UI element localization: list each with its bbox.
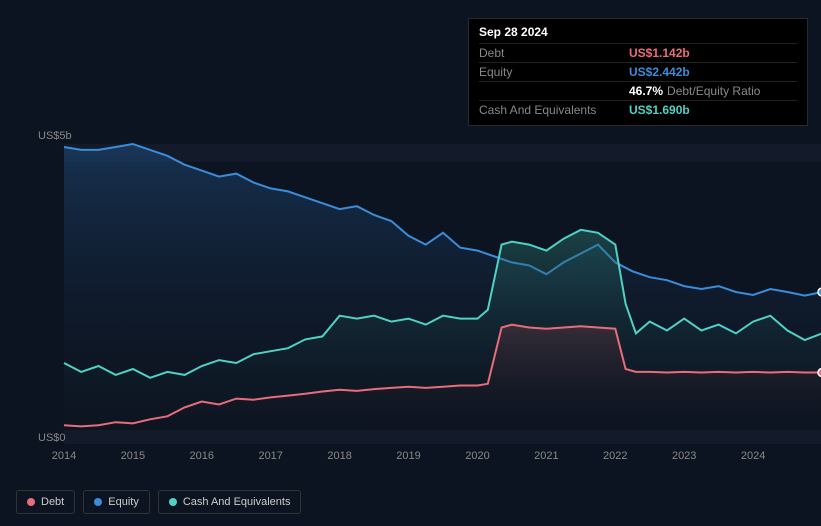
legend-label: Equity [108,496,139,508]
x-tick-label: 2024 [741,450,765,462]
legend-dot [27,498,35,506]
tooltip-value: US$2.442b [629,65,690,79]
tooltip-row: 46.7%Debt/Equity Ratio [479,81,797,100]
x-tick-label: 2021 [534,450,558,462]
tooltip-label: Cash And Equivalents [479,103,629,117]
legend-label: Cash And Equivalents [183,496,291,508]
x-tick-label: 2020 [465,450,489,462]
x-tick-label: 2017 [258,450,282,462]
tooltip-value: US$1.142b [629,46,690,60]
area-chart [16,120,821,460]
tooltip-label [479,84,629,98]
x-tick-label: 2023 [672,450,696,462]
legend-item-debt[interactable]: Debt [16,490,75,514]
tooltip-date: Sep 28 2024 [479,25,797,39]
tooltip-row: DebtUS$1.142b [479,43,797,62]
legend-dot [169,498,177,506]
y-axis-label-top: US$5b [38,130,72,142]
chart-legend: Debt Equity Cash And Equivalents [16,490,301,514]
legend-item-equity[interactable]: Equity [83,490,150,514]
legend-item-cash-and-equivalents[interactable]: Cash And Equivalents [158,490,302,514]
chart-container: US$5b US$0 2014 2015 2016 2017 2018 2019 2020 2… [16,120,806,460]
tooltip-label: Equity [479,65,629,79]
x-tick-label: 2022 [603,450,627,462]
tooltip-label: Debt [479,46,629,60]
x-tick-label: 2015 [121,450,145,462]
tooltip-row: Cash And EquivalentsUS$1.690b [479,100,797,119]
tooltip-row: EquityUS$2.442b [479,62,797,81]
tooltip-ratio: 46.7%Debt/Equity Ratio [629,84,760,98]
legend-label: Debt [41,496,64,508]
legend-dot [94,498,102,506]
y-axis-label-bottom: US$0 [38,432,66,444]
x-tick-label: 2018 [327,450,351,462]
x-tick-label: 2014 [52,450,76,462]
x-tick-label: 2019 [396,450,420,462]
x-tick-label: 2016 [190,450,214,462]
chart-tooltip: Sep 28 2024DebtUS$1.142bEquityUS$2.442b4… [468,18,808,126]
tooltip-value: US$1.690b [629,103,690,117]
